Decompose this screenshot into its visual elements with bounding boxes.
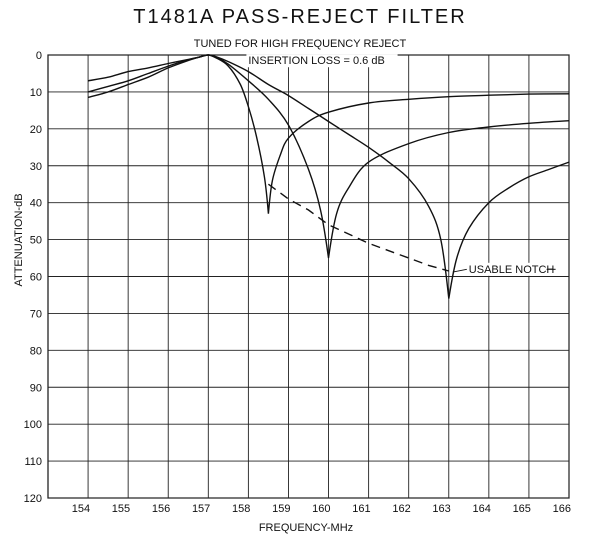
series-layer: [87, 54, 570, 299]
y-tick-label: 50: [30, 235, 42, 247]
response-curve-1: [87, 54, 570, 214]
usable-notch-pointer: [452, 268, 467, 273]
y-tick-label: 10: [30, 87, 42, 99]
usable-notch-line: [267, 183, 449, 272]
x-tick-label: 158: [232, 503, 250, 515]
x-axis-ticks: 154 155 156 157 158 159 160 161 162 163 164 165 166: [72, 503, 571, 515]
chart-subtitle: TUNED FOR HIGH FREQUENCY REJECT: [194, 38, 407, 50]
y-axis-label: ATTENUATION-dB: [13, 193, 25, 286]
x-tick-label: 154: [72, 503, 90, 515]
x-tick-label: 157: [192, 503, 210, 515]
response-curve-2: [87, 54, 570, 259]
y-tick-label: 80: [30, 345, 42, 357]
y-tick-label: 110: [24, 456, 42, 468]
y-tick-label: 120: [24, 493, 42, 505]
response-curve-3: [87, 54, 570, 299]
y-tick-label: 20: [30, 124, 42, 136]
chart-title: T1481A PASS-REJECT FILTER: [133, 6, 467, 28]
x-tick-label: 161: [352, 503, 370, 515]
y-tick-label: 0: [36, 50, 42, 62]
x-tick-label: 164: [472, 503, 490, 515]
y-tick-label: 60: [30, 272, 42, 284]
y-tick-label: 90: [30, 382, 42, 394]
grid: [47, 54, 570, 499]
annotation-label: USABLE NOTCH: [469, 264, 555, 276]
x-tick-label: 166: [553, 503, 571, 515]
x-tick-label: 160: [312, 503, 330, 515]
x-tick-label: 163: [432, 503, 450, 515]
x-tick-label: 155: [112, 503, 130, 515]
annotation-background: [466, 262, 548, 276]
y-tick-label: 100: [24, 419, 42, 431]
y-tick-label: 30: [30, 161, 42, 173]
x-tick-label: 162: [392, 503, 410, 515]
x-tick-label: 156: [152, 503, 170, 515]
x-axis-label: FREQUENCY-MHz: [259, 522, 353, 534]
y-tick-label: 70: [30, 308, 42, 320]
annotation-label: INSERTION LOSS = 0.6 dB: [248, 55, 384, 67]
x-tick-label: 165: [513, 503, 531, 515]
annotations: INSERTION LOSS = 0.6 dB USABLE NOTCH: [246, 54, 556, 276]
y-tick-label: 40: [30, 198, 42, 210]
x-tick-label: 159: [272, 503, 290, 515]
y-axis-ticks: 0 10 20 30 40 50 60 70 80 90 100 110 120: [24, 50, 42, 505]
annotation-background: [246, 54, 398, 68]
